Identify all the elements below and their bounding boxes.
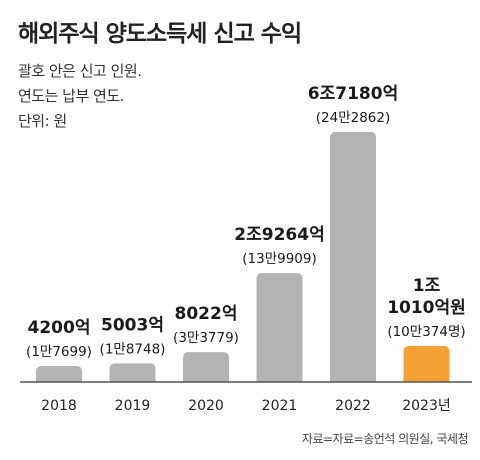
bar-2 (183, 352, 229, 387)
filer-label-5: (10만374명) (387, 324, 465, 340)
baseline-mask (20, 382, 472, 388)
bar-3 (256, 273, 303, 387)
x-tick-3: 2021 (262, 398, 298, 414)
x-tick-4: 2022 (335, 398, 371, 414)
filer-label-3: (13만9909) (242, 251, 317, 267)
bar-1 (109, 363, 156, 387)
filer-label-0: (1만7699) (26, 344, 92, 360)
value-label-1: 5003억 (101, 315, 164, 335)
value-label-0: 4200억 (28, 318, 91, 338)
value-label-2: 8022억 (175, 304, 238, 324)
value-label-3: 2조9264억 (234, 225, 324, 245)
bar-4 (330, 132, 376, 387)
bar-5 (403, 346, 450, 387)
filer-label-2: (3만3779) (173, 330, 239, 346)
x-tick-1: 2019 (115, 398, 151, 414)
value-label-4: 6조7180억 (308, 84, 398, 104)
x-tick-5: 2023년 (402, 398, 451, 414)
filer-label-1: (1만8748) (100, 341, 166, 357)
chart-title: 해외주식 양도소득세 신고 수익 (18, 21, 302, 47)
filer-label-4: (24만2862) (316, 110, 391, 126)
x-tick-0: 2018 (41, 398, 77, 414)
note-parentheses: 괄호 안은 신고 인원. (18, 62, 142, 80)
note-year: 연도는 납부 연도. (18, 87, 124, 105)
source-note: 자료=자료=송언석 의원실, 국세청 (301, 432, 469, 446)
value-label-5-0: 1조 (413, 276, 441, 296)
note-unit: 단위: 원 (18, 112, 67, 130)
value-label-5-1: 1010억원 (387, 298, 466, 318)
x-tick-2: 2020 (188, 398, 224, 414)
